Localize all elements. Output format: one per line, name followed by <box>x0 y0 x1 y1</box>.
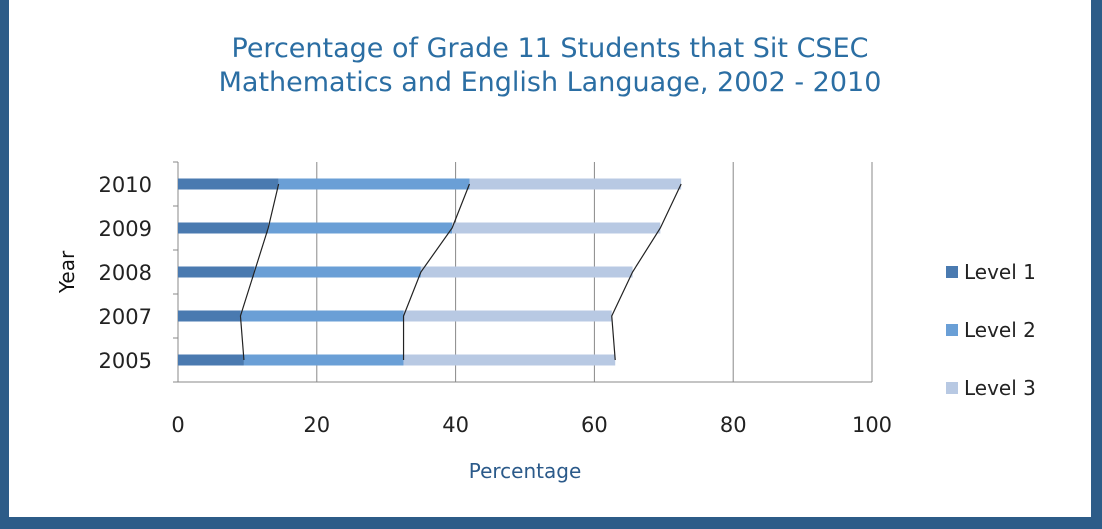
chart-title-line-2: Mathematics and English Language, 2002 -… <box>218 67 882 98</box>
bar-level-2-2010 <box>278 178 470 190</box>
bar-level-1-2008 <box>178 266 255 278</box>
x-tick-label: 60 <box>581 413 608 437</box>
bar-level-1-2009 <box>178 222 269 234</box>
y-tick-label: 2009 <box>99 217 152 241</box>
bar-level-3-2008 <box>420 266 633 278</box>
bar-level-3-2005 <box>403 354 616 366</box>
bar-level-3-2009 <box>452 222 661 234</box>
bar-level-2-2009 <box>268 222 453 234</box>
chart-title-line-1: Percentage of Grade 11 Students that Sit… <box>231 33 869 64</box>
x-tick-label: 0 <box>171 413 184 437</box>
bar-level-1-2005 <box>178 354 244 366</box>
x-axis-title: Percentage <box>469 459 582 483</box>
bar-level-1-2010 <box>178 178 279 190</box>
legend-label: Level 2 <box>964 318 1036 342</box>
series-line-level-2 <box>402 183 471 360</box>
legend-swatch-level-2 <box>946 324 958 336</box>
legend-swatch-level-3 <box>946 382 958 394</box>
x-tick-label: 20 <box>303 413 330 437</box>
y-tick-label: 2007 <box>99 305 152 329</box>
x-tick-label: 40 <box>442 413 469 437</box>
bar-level-3-2007 <box>403 310 612 322</box>
legend-label: Level 3 <box>964 376 1036 400</box>
y-axis-title: Year <box>55 250 79 294</box>
series-line-level-1 <box>239 183 280 361</box>
x-tick-label: 100 <box>852 413 892 437</box>
bar-level-2-2008 <box>254 266 421 278</box>
chart-frame: Percentage of Grade 11 Students that Sit… <box>9 0 1091 517</box>
bar-level-1-2007 <box>178 310 241 322</box>
legend-swatch-level-1 <box>946 266 958 278</box>
legend-label: Level 1 <box>964 260 1036 284</box>
bar-level-2-2005 <box>243 354 404 366</box>
bar-level-3-2010 <box>469 178 682 190</box>
x-tick-label: 80 <box>720 413 747 437</box>
bar-level-2-2007 <box>240 310 404 322</box>
series-line-level-3 <box>611 183 682 361</box>
y-tick-label: 2008 <box>99 261 152 285</box>
chart-title: Percentage of Grade 11 Students that Sit… <box>9 32 1091 100</box>
y-tick-label: 2010 <box>99 173 152 197</box>
y-tick-label: 2005 <box>99 349 152 373</box>
